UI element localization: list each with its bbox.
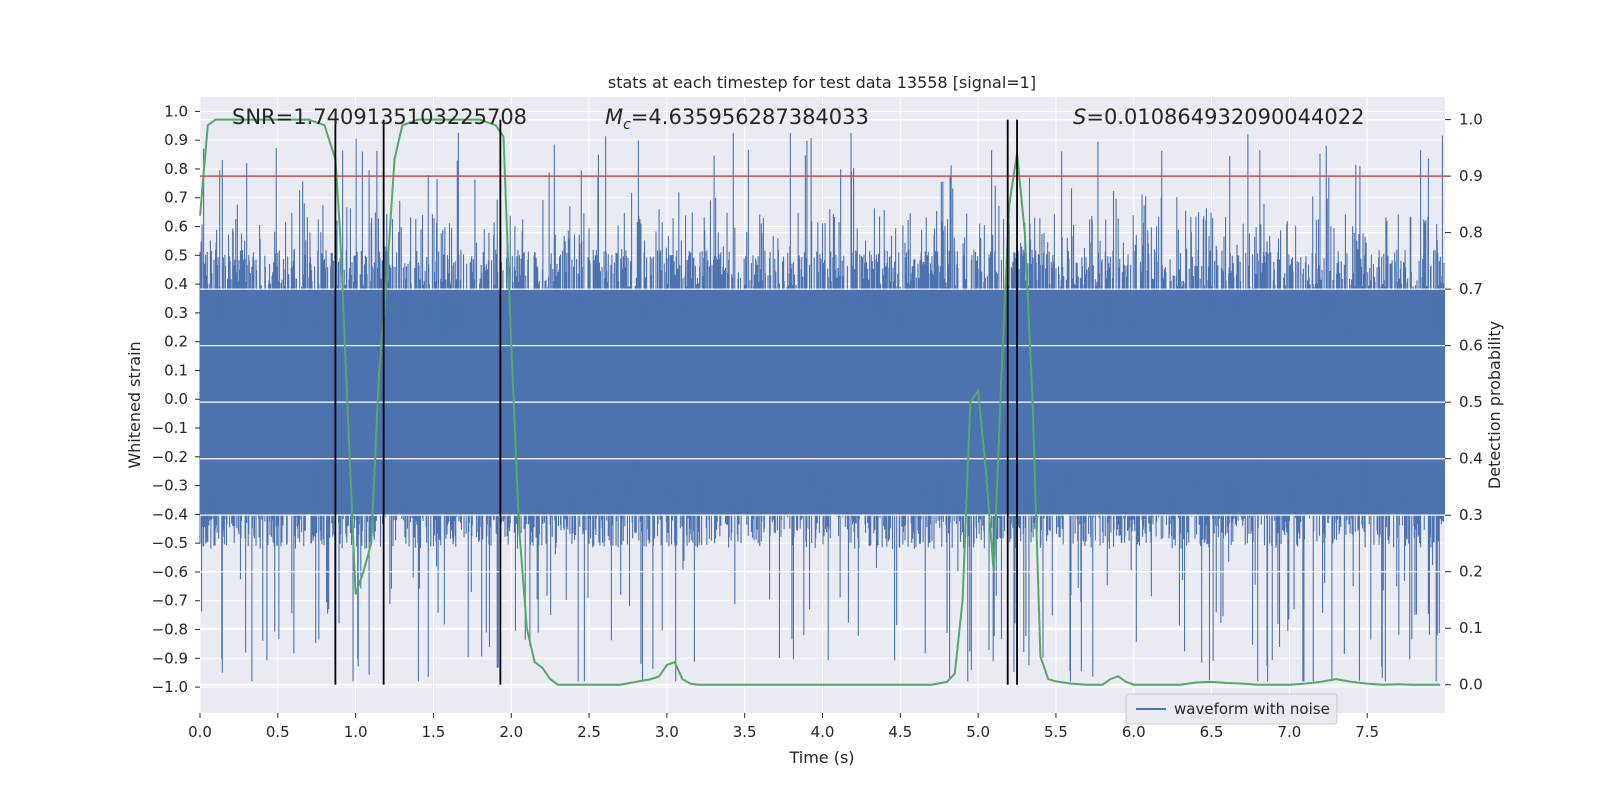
s-annotation: S=0.010864932090044022 — [1073, 105, 1364, 129]
s-value: =0.010864932090044022 — [1086, 105, 1364, 129]
y-axis-label: Whitened strain — [125, 341, 144, 468]
detection-probability-line — [199, 118, 1441, 686]
x-tick-label: 5.5 — [1044, 723, 1068, 741]
x-tick-label: 4.0 — [811, 723, 835, 741]
y-tick-label: −0.5 — [152, 534, 188, 552]
y-tick-label: 0.0 — [164, 390, 188, 408]
y2-tick-label: 0.6 — [1459, 337, 1483, 355]
snr-annotation: SNR=1.7409135103225708 — [232, 105, 527, 129]
y2-tick-label: 0.3 — [1459, 506, 1483, 524]
x-tick-label: 0.5 — [266, 723, 290, 741]
y2-tick-label: 0.7 — [1459, 280, 1483, 298]
x-tick-label: 3.5 — [733, 723, 757, 741]
x-axis-label: Time (s) — [788, 748, 854, 767]
x-tick-label: 1.5 — [422, 723, 446, 741]
x-tick-label: 3.0 — [655, 723, 679, 741]
x-tick-label: 6.5 — [1200, 723, 1224, 741]
y-tick-label: 1.0 — [164, 102, 188, 120]
y2-tick-label: 1.0 — [1459, 111, 1483, 129]
axes: 0.0 0.5 1.0 1.5 2.0 2.5 3.0 3.5 4.0 4.5 5.0 5.5 6.0 6… — [152, 102, 1483, 741]
y-tick-label: 0.8 — [164, 160, 188, 178]
y2-tick-label: 0.5 — [1459, 393, 1483, 411]
y-tick-label: 0.2 — [164, 333, 188, 351]
x-tick-label: 2.5 — [577, 723, 601, 741]
y-tick-label: 0.9 — [164, 131, 188, 149]
legend-label: waveform with noise — [1174, 700, 1330, 718]
x-tick-label: 4.5 — [888, 723, 912, 741]
x-tick-label: 1.0 — [344, 723, 368, 741]
x-tick-label: 7.5 — [1355, 723, 1379, 741]
y2-tick-label: 0.4 — [1459, 450, 1483, 468]
x-tick-label: 7.0 — [1277, 723, 1301, 741]
overlay-lines — [200, 119, 1445, 685]
y-tick-label: −0.8 — [152, 621, 188, 639]
y2-tick-label: 0.9 — [1459, 167, 1483, 185]
legend: waveform with noise — [1125, 693, 1338, 725]
y2-tick-label: 0.2 — [1459, 563, 1483, 581]
legend-box — [1125, 693, 1338, 725]
y-tick-label: −0.2 — [152, 448, 188, 466]
s-symbol: S — [1073, 105, 1086, 129]
y2-tick-label: 0.8 — [1459, 224, 1483, 242]
chirp-mass-subscript: c — [623, 117, 631, 133]
x-tick-label: 2.0 — [499, 723, 523, 741]
x-tick-label: 6.0 — [1122, 723, 1146, 741]
chirp-mass-value: =4.635956287384033 — [631, 105, 869, 129]
y-tick-label: 0.4 — [164, 275, 188, 293]
y-tick-label: −0.3 — [152, 477, 188, 495]
y-tick-label: 0.6 — [164, 218, 188, 236]
chart-title: stats at each timestep for test data 135… — [608, 73, 1036, 92]
x-tick-label: 5.0 — [966, 723, 990, 741]
y-tick-label: 0.7 — [164, 189, 188, 207]
y-tick-label: 0.3 — [164, 304, 188, 322]
y2-tick-label: 0.0 — [1459, 676, 1483, 694]
y-tick-label: −0.7 — [152, 592, 188, 610]
chirp-mass-symbol: M — [605, 105, 623, 129]
y-tick-label: 0.5 — [164, 246, 188, 264]
y-tick-label: −0.4 — [152, 505, 188, 523]
y-tick-label: −0.9 — [152, 649, 188, 667]
y-tick-label: −0.1 — [152, 419, 188, 437]
y2-axis-label: Detection probability — [1485, 321, 1504, 489]
x-tick-label: 0.0 — [188, 723, 212, 741]
y-tick-label: −0.6 — [152, 563, 188, 581]
chirp-mass-annotation: Mc=4.635956287384033 — [605, 105, 869, 133]
probability-series — [199, 118, 1441, 686]
y-tick-label: −1.0 — [152, 678, 188, 696]
waveform-series — [199, 133, 1446, 682]
y-tick-label: 0.1 — [164, 361, 188, 379]
y2-tick-label: 0.1 — [1459, 619, 1483, 637]
